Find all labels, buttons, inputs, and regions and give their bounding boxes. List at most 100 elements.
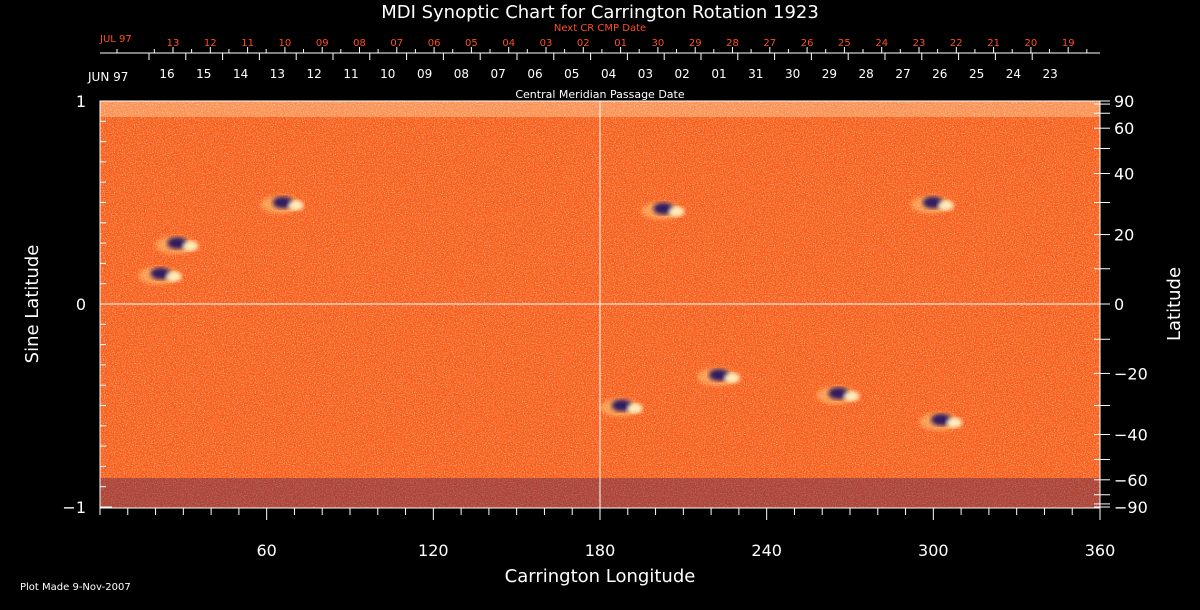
cmp-day-label: 06 <box>527 67 542 81</box>
cmp-day-label: 07 <box>491 67 506 81</box>
y-left-tick-label: −1 <box>62 498 86 517</box>
top-axis-next-label: Next CR CMP Date <box>554 23 646 34</box>
x-tick-label: 180 <box>585 541 616 560</box>
active-region-positive <box>287 200 304 211</box>
next-day-label: 12 <box>204 38 217 49</box>
active-region-positive <box>937 200 954 211</box>
magnetogram-map <box>99 100 1101 509</box>
next-day-label: 07 <box>390 38 403 49</box>
active-region <box>599 398 643 417</box>
next-day-label: 26 <box>801 38 814 49</box>
active-region-positive <box>668 206 685 217</box>
active-region <box>260 195 304 214</box>
cmp-day-label: 14 <box>233 67 248 81</box>
next-day-label: 24 <box>875 38 888 49</box>
cmp-day-label: 15 <box>196 67 211 81</box>
top-axis-cmp-month: JUN 97 <box>87 70 128 84</box>
y-left-tick-label: 0 <box>76 295 86 314</box>
cmp-day-label: 25 <box>969 67 984 81</box>
y-right-tick-label: −60 <box>1114 471 1148 490</box>
cmp-day-label: 04 <box>601 67 616 81</box>
y-right-tick-label: −40 <box>1114 425 1148 444</box>
y-axis-right: 90 60 40 20 0 −20 −40 −60 −90 <box>1094 92 1148 517</box>
footer-plot-made: Plot Made 9-Nov-2007 <box>20 582 131 593</box>
y-right-tick-label: 40 <box>1114 165 1134 184</box>
active-region <box>919 412 963 431</box>
cmp-day-label: 10 <box>380 67 395 81</box>
cmp-day-label: 28 <box>859 67 874 81</box>
next-day-label: 21 <box>987 38 1000 49</box>
next-day-label: 19 <box>1062 38 1075 49</box>
cmp-day-label: 29 <box>822 67 837 81</box>
active-region-positive <box>946 417 963 428</box>
top-axis-next-month: JUL 97 <box>99 34 132 45</box>
y-axis-left-label: Sine Latitude <box>22 245 43 364</box>
next-day-label: 09 <box>316 38 329 49</box>
y-right-tick-label: 60 <box>1114 119 1134 138</box>
active-region-positive <box>626 403 643 414</box>
next-day-label: 01 <box>614 38 627 49</box>
y-right-tick-label: 90 <box>1114 92 1134 111</box>
next-day-label: 25 <box>838 38 851 49</box>
y-axis-left: 1 0 −1 <box>62 92 112 517</box>
y-right-tick-label: −90 <box>1114 498 1148 517</box>
x-tick-label: 60 <box>256 541 276 560</box>
next-day-label: 05 <box>465 38 478 49</box>
next-day-label: 08 <box>353 38 366 49</box>
next-day-label: 30 <box>652 38 665 49</box>
active-region-positive <box>724 373 740 384</box>
y-right-tick-label: 20 <box>1114 226 1134 245</box>
cmp-day-label: 26 <box>932 67 947 81</box>
x-tick-label: 300 <box>918 541 949 560</box>
top-axis-cmp-label: Central Meridian Passage Date <box>515 88 684 101</box>
cmp-day-label: 23 <box>1043 67 1058 81</box>
active-region-positive <box>165 271 182 282</box>
cmp-day-label: 03 <box>638 67 653 81</box>
x-tick-label: 120 <box>418 541 449 560</box>
active-region <box>155 236 199 255</box>
cmp-day-label: 31 <box>748 67 763 81</box>
cmp-day-label: 30 <box>785 67 800 81</box>
active-region-positive <box>182 241 199 252</box>
next-day-label: 03 <box>540 38 553 49</box>
y-right-tick-label: −20 <box>1114 364 1148 383</box>
next-day-label: 20 <box>1025 38 1038 49</box>
x-axis-label: Carrington Longitude <box>505 566 696 587</box>
next-day-label: 28 <box>726 38 739 49</box>
cmp-day-label: 05 <box>564 67 579 81</box>
cmp-day-label: 24 <box>1006 67 1021 81</box>
active-region <box>697 368 740 387</box>
cmp-day-label: 12 <box>307 67 322 81</box>
active-region <box>910 195 954 214</box>
next-day-label: 11 <box>241 38 254 49</box>
next-day-label: 13 <box>167 38 180 49</box>
x-tick-label: 240 <box>751 541 782 560</box>
cmp-day-label: 09 <box>417 67 432 81</box>
active-region <box>816 386 860 405</box>
cmp-day-label: 13 <box>270 67 285 81</box>
active-region-positive <box>843 391 860 402</box>
cmp-day-label: 11 <box>343 67 358 81</box>
y-axis-right-label: Latitude <box>1164 267 1185 341</box>
cmp-day-label: 01 <box>711 67 726 81</box>
next-day-label: 10 <box>279 38 292 49</box>
y-left-tick-label: 1 <box>76 92 86 111</box>
cmp-day-label: 16 <box>159 67 174 81</box>
cmp-day-label: 02 <box>675 67 690 81</box>
cmp-day-label: 27 <box>895 67 910 81</box>
x-tick-label: 360 <box>1085 541 1116 560</box>
chart-title: MDI Synoptic Chart for Carrington Rotati… <box>381 2 819 23</box>
next-day-label: 04 <box>502 38 515 49</box>
next-day-label: 23 <box>913 38 926 49</box>
active-region <box>138 266 182 285</box>
next-day-label: 06 <box>428 38 441 49</box>
cmp-day-label: 08 <box>454 67 469 81</box>
active-region <box>641 201 685 220</box>
y-right-tick-label: 0 <box>1114 295 1124 314</box>
top-axis-next-cr: Next CR CMP Date JUL 97 13 12 11 10 09 08 07 06… <box>99 23 1100 54</box>
next-day-label: 27 <box>763 38 776 49</box>
next-day-label: 29 <box>689 38 702 49</box>
x-axis: 60 120 180 240 300 360 <box>99 508 1116 560</box>
top-axis-cmp: JUN 97 16 15 14 13 12 11 10 09 08 07 06 05 04 03 02 01 3… <box>87 53 1058 101</box>
